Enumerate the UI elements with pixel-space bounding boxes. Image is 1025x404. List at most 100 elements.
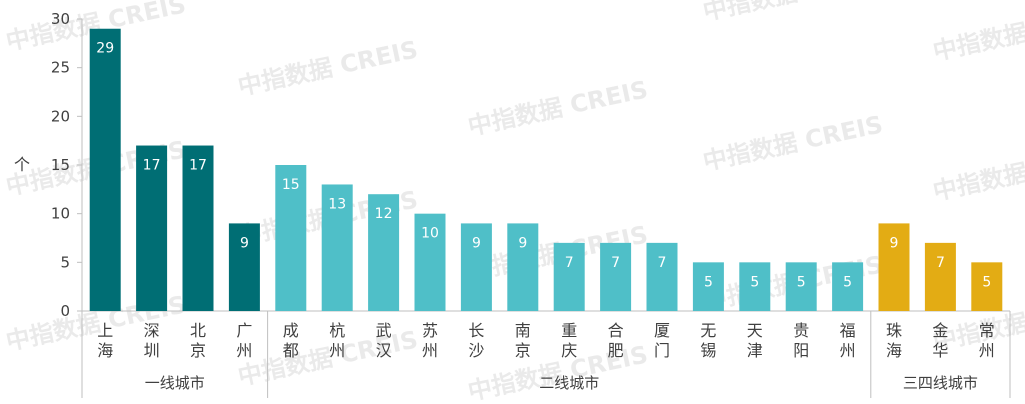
watermark-text: 中指数据 CREIS xyxy=(930,140,1025,205)
group-label: 一线城市 xyxy=(145,374,205,392)
bar xyxy=(739,262,771,311)
category-label: 长 xyxy=(468,321,484,340)
category-label: 武 xyxy=(376,321,392,340)
category-label: 无 xyxy=(700,321,716,340)
bar xyxy=(507,223,539,311)
data-label: 9 xyxy=(472,235,481,251)
bar xyxy=(368,194,400,311)
data-label: 9 xyxy=(518,235,527,251)
category-label: 合 xyxy=(608,321,624,340)
data-label: 9 xyxy=(890,235,899,251)
data-label: 17 xyxy=(143,158,161,174)
category-label: 京 xyxy=(190,341,206,360)
y-tick-label: 0 xyxy=(60,302,70,320)
data-label: 12 xyxy=(375,206,393,222)
category-label: 上 xyxy=(97,321,113,340)
y-tick-label: 30 xyxy=(51,10,70,28)
bar xyxy=(136,145,168,311)
y-tick-label: 20 xyxy=(51,107,70,125)
bar xyxy=(89,28,121,311)
category-label: 南 xyxy=(515,321,531,340)
category-label: 汉 xyxy=(376,341,392,360)
data-label: 5 xyxy=(797,274,806,290)
bars xyxy=(89,28,1003,311)
category-label: 津 xyxy=(747,341,763,360)
labels: 29 上海 17 深圳 17 北京 9 广州 15 成都 13 杭州 12 武汉 10 苏州 9 长沙 9 南京 7 重庆… xyxy=(96,41,995,392)
category-label: 圳 xyxy=(144,341,160,360)
data-label: 13 xyxy=(328,196,346,212)
bar xyxy=(832,262,864,311)
category-label: 北 xyxy=(190,321,206,340)
category-label: 阳 xyxy=(793,341,809,360)
category-label: 广 xyxy=(236,321,252,340)
watermark-text: 中指数据 CREIS xyxy=(700,0,885,26)
category-label: 常 xyxy=(979,321,995,340)
category-label: 杭 xyxy=(329,321,345,340)
category-label: 海 xyxy=(886,341,902,360)
data-label: 15 xyxy=(282,177,300,193)
category-label: 庆 xyxy=(561,341,577,360)
category-label: 天 xyxy=(747,321,763,340)
bar xyxy=(553,242,585,311)
category-label: 州 xyxy=(329,341,345,360)
watermark-text: 中指数据 CREIS xyxy=(235,35,420,100)
category-label: 州 xyxy=(422,341,438,360)
data-label: 5 xyxy=(843,274,852,290)
bar xyxy=(321,184,353,311)
bar xyxy=(275,165,307,311)
category-label: 沙 xyxy=(468,341,484,360)
bar xyxy=(646,242,678,311)
group-label: 二线城市 xyxy=(539,374,599,392)
category-label: 贵 xyxy=(793,321,809,340)
y-tick-label: 5 xyxy=(60,253,70,271)
y-tick-label: 10 xyxy=(51,205,70,223)
category-label: 重 xyxy=(561,321,577,340)
data-label: 17 xyxy=(189,158,207,174)
category-label: 州 xyxy=(979,341,995,360)
category-label: 深 xyxy=(144,321,160,340)
category-label: 金 xyxy=(932,321,948,340)
category-label: 州 xyxy=(236,341,252,360)
data-label: 7 xyxy=(611,255,620,271)
bar xyxy=(600,242,632,311)
category-label: 锡 xyxy=(700,341,716,360)
bar xyxy=(878,223,910,311)
data-label: 7 xyxy=(658,255,667,271)
data-label: 9 xyxy=(240,235,249,251)
bar xyxy=(228,223,260,311)
y-axis-label: 个 xyxy=(14,155,30,174)
bar xyxy=(924,242,956,311)
bar xyxy=(785,262,817,311)
data-label: 7 xyxy=(936,255,945,271)
bar xyxy=(692,262,724,311)
category-label: 肥 xyxy=(608,341,624,360)
watermark-text: 中指数据 CREIS xyxy=(235,325,420,390)
category-label: 门 xyxy=(654,341,670,360)
bar xyxy=(182,145,214,311)
category-label: 京 xyxy=(515,341,531,360)
bar xyxy=(414,213,446,311)
y-tick-label: 25 xyxy=(51,59,70,77)
data-label: 5 xyxy=(704,274,713,290)
category-label: 州 xyxy=(840,341,856,360)
watermark-text: 中指数据 CREIS xyxy=(930,0,1025,65)
data-label: 29 xyxy=(96,41,114,57)
category-label: 成 xyxy=(283,321,299,340)
category-label: 福 xyxy=(840,321,856,340)
category-label: 苏 xyxy=(422,321,438,340)
category-label: 珠 xyxy=(886,321,902,340)
category-label: 海 xyxy=(97,341,113,360)
data-label: 7 xyxy=(565,255,574,271)
bar xyxy=(971,262,1003,311)
y-tick-label: 15 xyxy=(51,156,70,174)
data-label: 5 xyxy=(750,274,759,290)
category-label: 厦 xyxy=(654,321,670,340)
bar xyxy=(460,223,492,311)
data-label: 10 xyxy=(421,226,439,242)
watermark-text: 中指数据 CREIS xyxy=(700,110,885,175)
data-label: 5 xyxy=(982,274,991,290)
category-label: 华 xyxy=(932,341,948,360)
category-label: 都 xyxy=(283,341,299,360)
watermark-text: 中指数据 CREIS xyxy=(465,75,650,140)
